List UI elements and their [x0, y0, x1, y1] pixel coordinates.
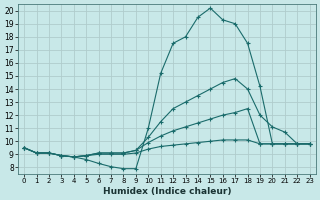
X-axis label: Humidex (Indice chaleur): Humidex (Indice chaleur) — [103, 187, 231, 196]
